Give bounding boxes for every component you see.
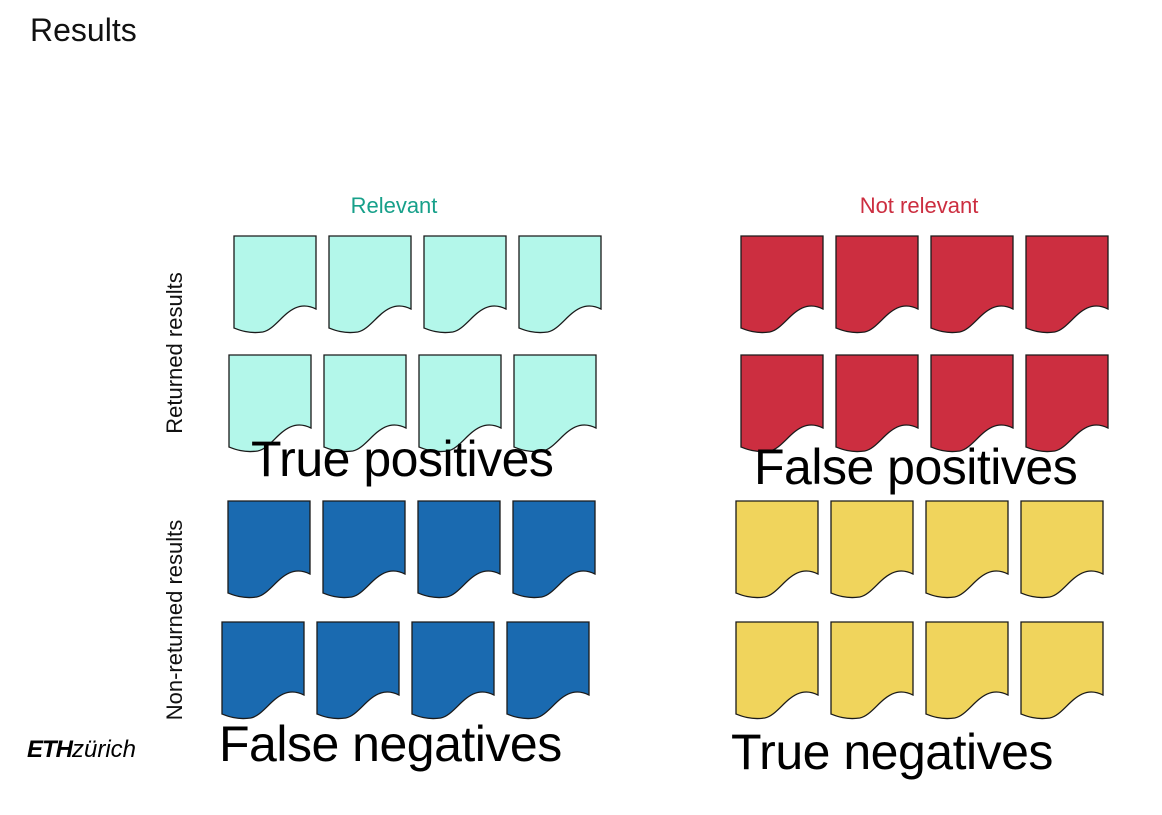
document-icon: [830, 621, 914, 720]
document-icon: [735, 500, 819, 599]
document-icon: [1020, 621, 1104, 720]
document-icon: [930, 354, 1014, 453]
document-icon: [830, 500, 914, 599]
document-icon: [228, 354, 312, 453]
document-icon: [735, 621, 819, 720]
document-icon: [316, 621, 400, 720]
document-icon: [423, 235, 507, 334]
document-icon: [233, 235, 317, 334]
document-icon: [1020, 500, 1104, 599]
document-icon: [925, 621, 1009, 720]
document-icon: [835, 354, 919, 453]
column-header-not-relevant: Not relevant: [859, 193, 979, 218]
document-icon: [518, 235, 602, 334]
quadrant-label-true-negatives: True negatives: [731, 724, 1053, 780]
document-icon: [930, 235, 1014, 334]
logo-eth: ETH: [27, 736, 73, 763]
document-icon: [328, 235, 412, 334]
quadrant-label-false-negatives: False negatives: [219, 716, 562, 772]
column-header-relevant: Relevant: [350, 193, 438, 218]
document-icon: [512, 500, 596, 599]
slide-title: Results: [30, 12, 137, 48]
quadrant-label-true-positives: True positives: [251, 431, 554, 487]
document-icon: [1025, 354, 1109, 453]
logo-zurich: zürich: [72, 736, 137, 763]
eth-zurich-logo: ETHzürich: [27, 736, 136, 764]
document-icon: [835, 235, 919, 334]
document-icon: [411, 621, 495, 720]
document-icon: [740, 235, 824, 334]
document-icon: [418, 354, 502, 453]
document-icon: [322, 500, 406, 599]
document-icon: [740, 354, 824, 453]
document-icon: [221, 621, 305, 720]
document-icon: [417, 500, 501, 599]
document-icon: [227, 500, 311, 599]
document-icon: [506, 621, 590, 720]
quadrant-label-false-positives: False positives: [754, 439, 1078, 495]
document-icon: [323, 354, 407, 453]
document-icon: [925, 500, 1009, 599]
document-icon: [1025, 235, 1109, 334]
document-icon: [513, 354, 597, 453]
